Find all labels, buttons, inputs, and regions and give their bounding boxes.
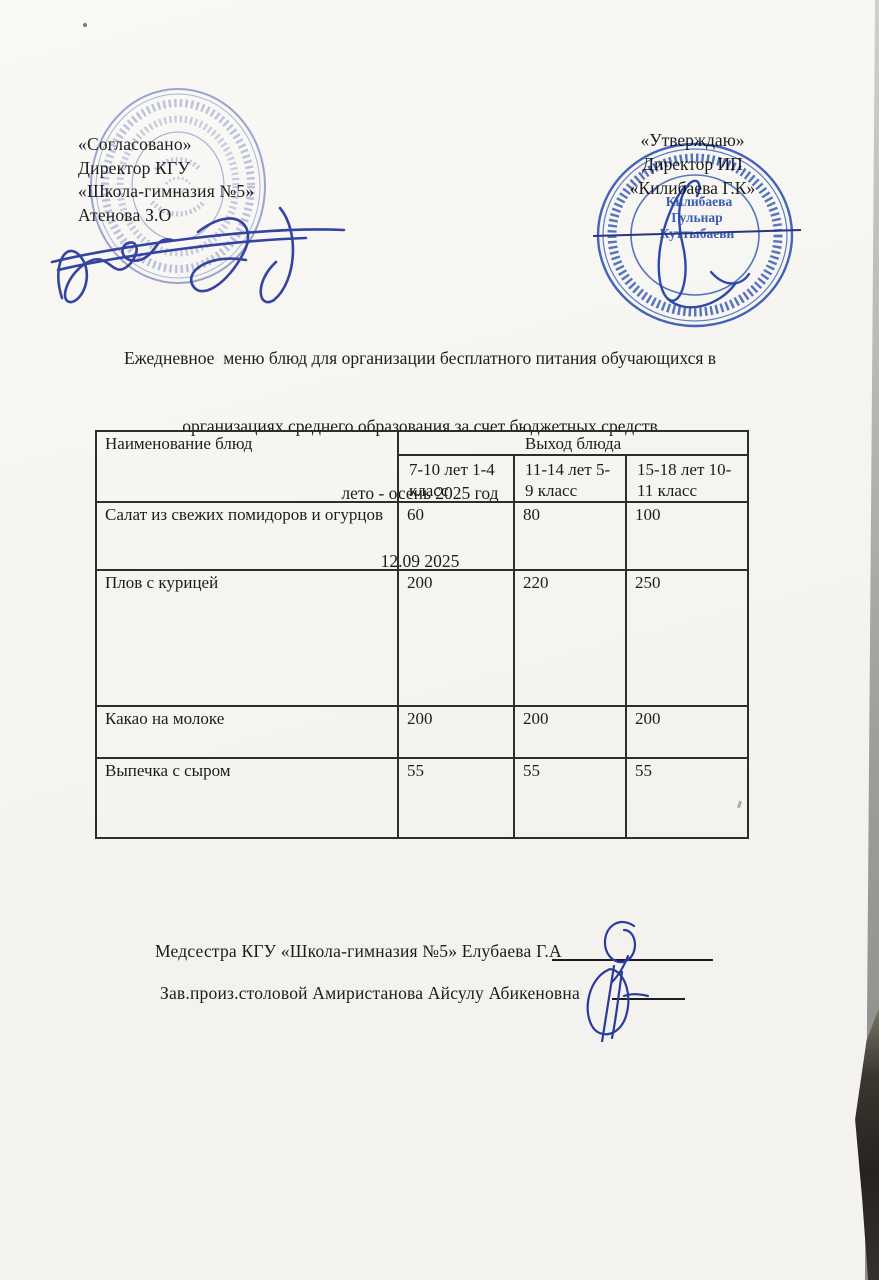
portion-value: 55 bbox=[624, 757, 750, 839]
portion-value: 200 bbox=[624, 705, 750, 759]
nurse-signature-line: Медсестра КГУ «Школа-гимназия №5» Елубае… bbox=[155, 941, 562, 961]
column-header-age-3: 15-18 лет 10-11 класс bbox=[624, 454, 750, 503]
approved-line: «Утверждаю» bbox=[640, 130, 745, 150]
agreed-line: «Согласовано» bbox=[78, 134, 192, 154]
canteen-manager-underline bbox=[612, 998, 685, 1000]
menu-table: Наименование блюд Выход блюда 7-10 лет 1… bbox=[95, 430, 750, 839]
dish-name: Какао на молоке bbox=[95, 705, 399, 759]
portion-value: 80 bbox=[513, 501, 627, 571]
agreed-line: Атенова З.О bbox=[78, 204, 172, 225]
dark-surface-corner bbox=[855, 1008, 879, 1280]
stamp-strike-line bbox=[593, 229, 801, 237]
dish-name: Плов с курицей bbox=[95, 569, 399, 707]
column-header-age-1: 7-10 лет 1-4 класс bbox=[397, 454, 515, 503]
portion-value: 200 bbox=[397, 705, 515, 759]
portion-value: 60 bbox=[397, 501, 515, 571]
portion-value: 200 bbox=[513, 705, 627, 759]
director-round-stamp: Килибаева Гульнар Куттыбаевн bbox=[593, 142, 801, 328]
approved-line: «Килибаева Г.К» bbox=[629, 178, 756, 198]
approved-line: Директор ИП bbox=[642, 154, 743, 174]
canteen-manager-signature bbox=[586, 964, 650, 1042]
table-row: Салат из свежих помидоров и огурцов 60 8… bbox=[95, 501, 750, 571]
table-row: Плов с курицей 200 220 250 bbox=[95, 569, 750, 707]
nurse-signature-underline bbox=[552, 959, 713, 961]
agreed-line: «Школа-гимназия №5» bbox=[78, 181, 255, 201]
dish-name: Салат из свежих помидоров и огурцов bbox=[95, 501, 399, 571]
title-line: Ежедневное меню блюд для организации бес… bbox=[123, 348, 717, 368]
portion-value: 100 bbox=[624, 501, 750, 571]
nurse-signature bbox=[603, 920, 637, 984]
portion-value: 200 bbox=[397, 569, 515, 707]
school-round-stamp bbox=[90, 88, 266, 284]
portion-value: 55 bbox=[513, 757, 627, 839]
portion-value: 250 bbox=[624, 569, 750, 707]
canteen-manager-signature-line: Зав.произ.столовой Амиристанова Айсулу А… bbox=[160, 983, 580, 1003]
column-header-dish: Наименование блюд bbox=[95, 430, 399, 503]
table-row: Какао на молоке 200 200 200 bbox=[95, 705, 750, 759]
director-signature bbox=[50, 206, 346, 304]
column-header-output: Выход блюда bbox=[396, 430, 750, 456]
portion-value: 220 bbox=[513, 569, 627, 707]
agreed-block: «Согласовано» Директор КГУ «Школа-гимназ… bbox=[78, 133, 254, 227]
column-header-age-2: 11-14 лет 5-9 класс bbox=[513, 454, 627, 503]
paper-speck bbox=[83, 23, 87, 27]
agreed-line: Директор КГУ bbox=[78, 157, 190, 178]
dish-name: Выпечка с сыром bbox=[95, 757, 399, 839]
table-row: Выпечка с сыром 55 55 55 bbox=[95, 757, 750, 839]
portion-value: 55 bbox=[397, 757, 515, 839]
approved-block: «Утверждаю» Директор ИП «Килибаева Г.К» bbox=[590, 128, 795, 200]
stamp-name-line: Гульнар bbox=[671, 210, 722, 225]
